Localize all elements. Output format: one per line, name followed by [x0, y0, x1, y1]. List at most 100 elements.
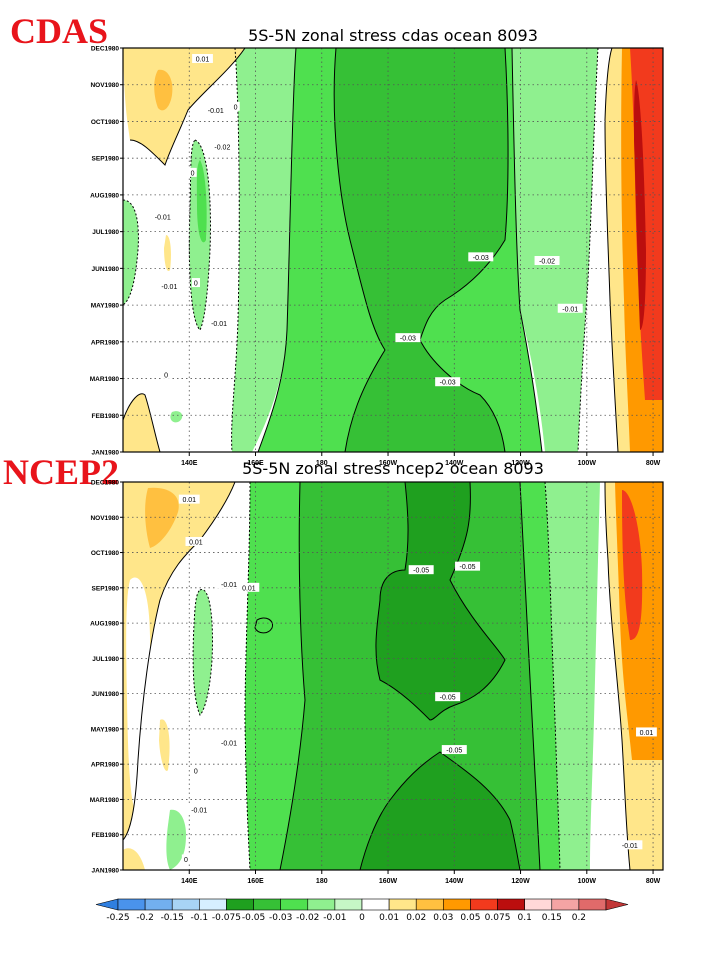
colorbar-tick-label: 0.02	[406, 913, 426, 923]
cdas-y-tick-label: OCT1980	[91, 119, 120, 126]
ncep2-contour-label-text: -0.01	[221, 741, 237, 748]
ncep2-contour-label-box	[216, 579, 242, 589]
cdas-contour-label: 0	[188, 167, 197, 177]
ncep2-x-tick-label: 100W	[578, 878, 597, 885]
ncep2-x-tick-label: 140E	[181, 878, 198, 885]
ncep2-y-tick-label: MAY1980	[91, 726, 120, 733]
ncep2-contour-labels: 0.01 0.01 -0.05 -0.05 -0.01 0.01 -0.05 0.01 -0.0…	[178, 494, 657, 864]
colorbar-swatch	[199, 898, 227, 911]
ncep2-contour-label-text: 0.01	[640, 730, 654, 737]
ncep2-x-tick-label: 160W	[379, 878, 398, 885]
ncep2-x-tick-label: 80W	[646, 878, 661, 885]
colorbar-swatch	[307, 898, 336, 911]
colorbar-swatch	[334, 898, 363, 911]
ncep2-contour-label: -0.01	[216, 579, 242, 589]
ncep2-x-tick-label: 140W	[445, 878, 464, 885]
colorbar-tick-label: -0.075	[212, 913, 241, 923]
cdas-x-tick-label: 80W	[646, 460, 661, 467]
cdas-contour-label-text: -0.01	[161, 284, 177, 291]
colorbar-swatch	[551, 898, 580, 911]
ncep2-field	[123, 482, 663, 870]
ncep2-contour-label: 0.01	[178, 494, 200, 504]
ncep2-contour-label: -0.05	[455, 561, 481, 571]
ncep2-contour-label-text: -0.05	[460, 564, 476, 571]
ncep2-warm-west	[123, 482, 235, 840]
cdas-contour-labels: 0.01 -0.01 0 -0.02 0 -0.01 0 -0.01 -0.01 -0.03 -0.…	[150, 54, 583, 387]
ncep2-panel: 5S-5N zonal stress ncep2 ocean 8093	[90, 459, 664, 885]
ncep2-contour-label-text: -0.01	[191, 808, 207, 815]
cdas-contour-label-text: -0.03	[400, 336, 416, 343]
colorbar-labels: -0.25 -0.2 -0.15 -0.1 -0.075 -0.05 -0.03 -0.02-…	[106, 913, 586, 923]
ncep2-y-tick-label: SEP1980	[92, 585, 120, 592]
ncep2-y-tick-label: DEC1980	[91, 480, 120, 487]
cdas-x-tick-label: 140E	[181, 460, 198, 467]
ncep2-contour-label: 0.01	[185, 536, 207, 546]
colorbar-swatch	[280, 898, 309, 911]
ncep2-contour-label: -0.01	[216, 738, 242, 748]
cdas-contour-label-box	[191, 278, 200, 288]
ncep2-contour-label: 0	[181, 854, 191, 864]
cdas-contour-label-text: -0.01	[208, 108, 224, 115]
colorbar-tick-label: 0.01	[379, 913, 399, 923]
cdas-contour-label-box	[435, 377, 461, 387]
colorbar-tick-label: -0.03	[269, 913, 292, 923]
ncep2-core-upper	[375, 482, 505, 720]
cdas-contour-label-box	[188, 167, 197, 177]
cdas-contour-label-text: -0.01	[562, 306, 578, 313]
colorbar-swatch	[415, 898, 444, 911]
cdas-x-tick-label: 120W	[511, 460, 530, 467]
cdas-label: CDAS	[10, 11, 109, 51]
cdas-contour-label-box	[557, 303, 583, 313]
ncep2-contour-label-text: 0	[184, 857, 188, 864]
cdas-x-tick-label: 180	[316, 460, 328, 467]
colorbar-swatch	[95, 898, 119, 911]
ncep2-contour-label-box	[636, 727, 657, 737]
cdas-contour-label-text: -0.03	[473, 255, 489, 262]
ncep2-contour-label: 0.01	[238, 582, 260, 592]
cdas-y-tick-label: SEP1980	[92, 156, 120, 163]
colorbar-swatch	[144, 898, 173, 911]
cdas-x-tick-label: 100W	[578, 460, 597, 467]
cdas-frame	[122, 47, 664, 453]
colorbar-swatch	[117, 898, 146, 911]
cdas-contour-label: -0.02	[534, 256, 560, 266]
colorbar-tick-label: 0.1	[518, 913, 532, 923]
cdas-x-tick-label: 160E	[247, 460, 264, 467]
cdas-contour-label-text: 0	[164, 372, 168, 379]
colorbar-swatch	[578, 898, 607, 911]
ncep2-contour-label-box	[216, 738, 242, 748]
colorbar-swatch	[524, 898, 553, 911]
cdas-y-tick-label: NOV1980	[90, 82, 119, 89]
colorbar-tick-label: -0.25	[106, 913, 129, 923]
cdas-contour-label: 0	[161, 369, 171, 379]
ncep2-cell-2	[255, 617, 273, 633]
ncep2-contour-label-box	[455, 561, 481, 571]
cdas-band-m001	[205, 48, 598, 452]
cdas-contour-label-box	[231, 101, 240, 111]
cdas-contour-label-box	[206, 318, 232, 328]
ncep2-y-tick-label: MAR1980	[90, 797, 120, 804]
ncep2-contour-label-text: 0.01	[242, 585, 256, 592]
colorbar-tick-label: 0.15	[542, 913, 562, 923]
ncep2-x-tick-label: 120W	[511, 878, 530, 885]
cdas-contour-label-box	[468, 252, 494, 262]
colorbar-swatch	[443, 898, 471, 911]
ncep2-contour-lines	[123, 482, 631, 870]
ncep2-contour-label: -0.05	[441, 745, 467, 755]
cdas-y-tick-label: JUN1980	[92, 266, 120, 273]
cdas-band-m003	[334, 48, 509, 452]
ncep2-contour-label: -0.05	[435, 692, 461, 702]
ncep2-west-neutral	[126, 577, 150, 820]
colorbar-swatch	[171, 898, 200, 911]
cdas-contour-label-text: -0.01	[155, 214, 171, 221]
cdas-contour-label-box	[150, 211, 176, 221]
ncep2-x-tick-label: 160E	[247, 878, 264, 885]
ncep2-y-tick-label: JUL1980	[92, 656, 119, 663]
cdas-contour-label-box	[395, 333, 421, 343]
cdas-contour-label-box	[209, 142, 235, 152]
cdas-warm-east-4	[634, 80, 646, 330]
cdas-warm-west	[123, 48, 245, 165]
cdas-warm-west-core	[154, 69, 173, 111]
colorbar	[95, 898, 629, 911]
cdas-contour-label-text: 0	[234, 104, 238, 111]
